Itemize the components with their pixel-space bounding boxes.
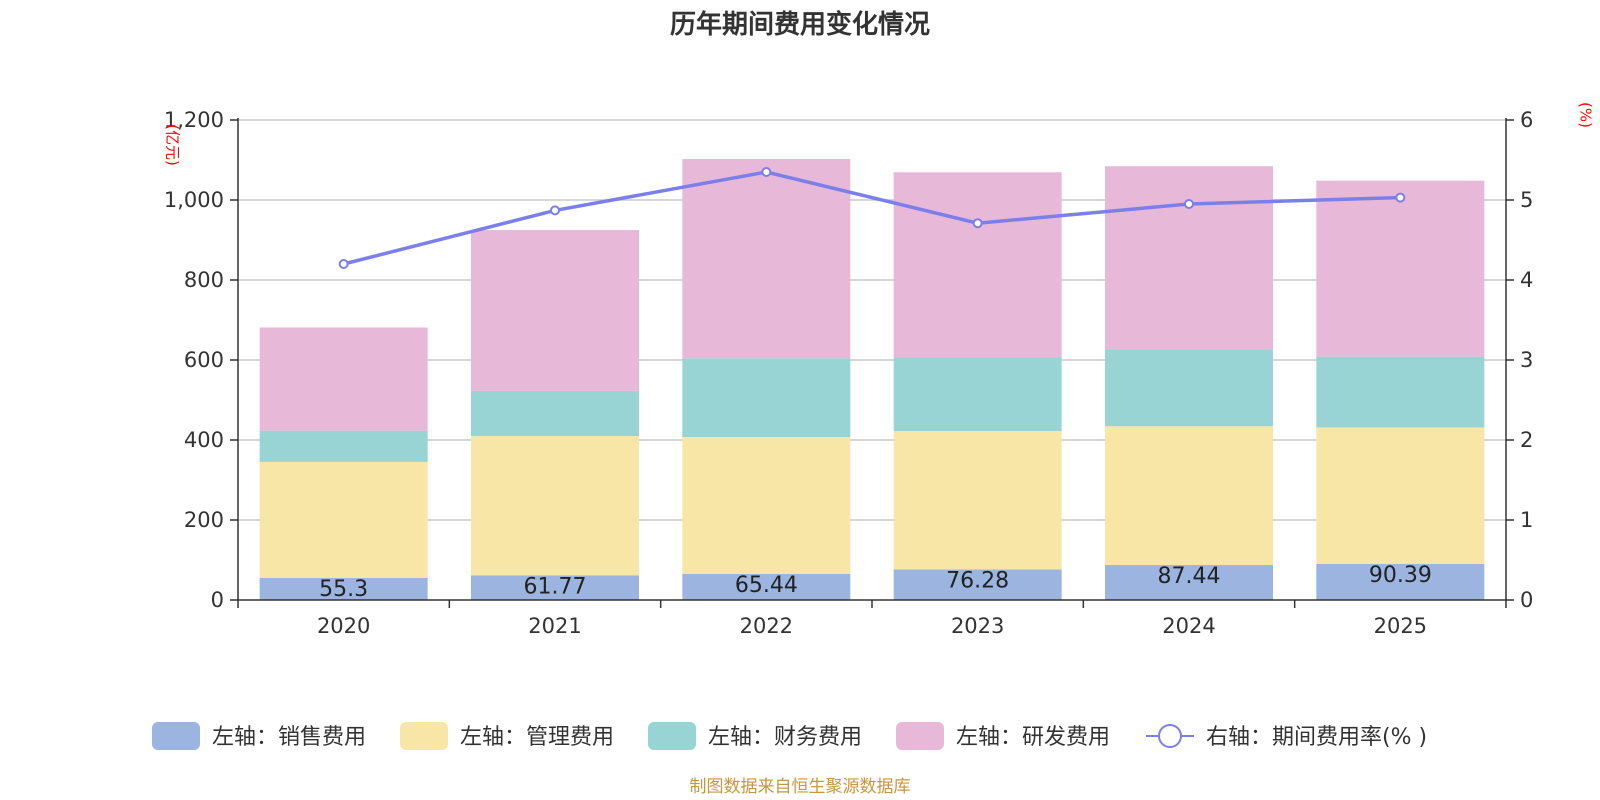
bar-segment-4 <box>682 159 851 359</box>
left-axis-unit: (亿元) <box>164 124 182 166</box>
x-axis-tick-label: 2021 <box>528 614 581 638</box>
grid-lines <box>238 119 1506 521</box>
legend-label-4: 左轴：研发费用 <box>956 725 1110 750</box>
bar-segment-4 <box>471 230 639 391</box>
x-axis-tick-label: 2025 <box>1374 614 1427 638</box>
bar-segment-1 <box>471 575 639 600</box>
rate-point <box>1395 192 1406 203</box>
right-axis-tick-label: 2 <box>1520 428 1533 452</box>
bar-segment-3 <box>682 358 851 438</box>
rate-line-series <box>338 167 1406 269</box>
legend-swatch-2 <box>400 722 448 750</box>
left-axis-tick-label: 600 <box>184 348 224 372</box>
x-axis-tick-label: 2020 <box>317 614 370 638</box>
legend-label-5: 右轴：期间费用率(% ) <box>1206 725 1427 750</box>
right-axis-tick-label: 6 <box>1520 108 1533 132</box>
bar-data-label: 65.44 <box>735 573 798 598</box>
legend-swatch-1 <box>152 722 200 750</box>
rate-point <box>338 259 349 269</box>
left-axis-tick-label: 1,200 <box>164 108 224 132</box>
bar-segment-2 <box>1105 426 1273 566</box>
bar-segment-4 <box>1105 166 1273 350</box>
left-axis-tick-label: 400 <box>184 428 224 452</box>
x-axis-tick-label: 2024 <box>1162 614 1215 638</box>
data-source-note: 制图数据来自恒生聚源数据库 <box>690 777 911 797</box>
bar-data-label: 61.77 <box>524 574 587 599</box>
bar-segment-2 <box>471 436 639 576</box>
right-axis-tick-label: 5 <box>1520 188 1533 212</box>
left-axis-tick-label: 200 <box>184 508 224 532</box>
bar-segment-1 <box>1316 563 1485 600</box>
bar-data-label: 87.44 <box>1158 564 1221 589</box>
bar-segment-4 <box>259 327 428 431</box>
right-axis-tick-label: 4 <box>1520 268 1533 292</box>
rate-point <box>550 205 560 216</box>
legend-label-3: 左轴：财务费用 <box>708 725 862 750</box>
rate-point <box>761 167 772 177</box>
legend-swatch-3 <box>648 722 696 750</box>
bar-segment-2 <box>259 461 428 578</box>
bar-segment-3 <box>1105 349 1273 427</box>
x-axis-tick-label: 2023 <box>951 614 1004 638</box>
bar-segment-3 <box>1316 356 1485 428</box>
bar-series <box>259 159 1485 600</box>
left-axis-tick-label: 0 <box>211 588 224 612</box>
left-axis-tick-label: 800 <box>184 268 224 292</box>
bar-data-label: 76.28 <box>946 568 1009 593</box>
bar-data-label: 90.39 <box>1369 563 1432 588</box>
bar-segment-1 <box>682 573 851 600</box>
bar-segment-1 <box>259 577 428 600</box>
legend-swatch-4 <box>896 722 944 750</box>
right-axis-unit: (%) <box>1577 102 1595 128</box>
rate-point <box>972 218 983 229</box>
bar-data-label: 55.3 <box>319 577 368 602</box>
bar-segment-4 <box>893 172 1062 358</box>
chart-title: 历年期间费用变化情况 <box>670 9 930 40</box>
legend-label-2: 左轴：管理费用 <box>460 725 614 750</box>
bar-segment-4 <box>1316 180 1485 357</box>
legend-label-1: 左轴：销售费用 <box>212 725 366 750</box>
bar-segment-3 <box>893 357 1062 432</box>
bar-segment-3 <box>259 430 428 462</box>
bar-segment-2 <box>1316 427 1485 564</box>
right-axis-tick-label: 1 <box>1520 508 1533 532</box>
legend: 左轴：销售费用 左轴：管理费用 左轴：财务费用 左轴：研发费用 右轴：期间费用率(% ) <box>152 722 1427 750</box>
legend-line-marker <box>1158 724 1182 748</box>
rate-line <box>343 170 1401 266</box>
bar-segment-2 <box>893 431 1062 570</box>
x-axis-tick-label: 2022 <box>740 614 793 638</box>
rate-point <box>1184 199 1194 209</box>
right-axis-tick-label: 0 <box>1520 588 1533 612</box>
bar-segment-1 <box>893 569 1062 600</box>
data-labels: 55.3 61.77 65.44 76.28 87.44 90.39 <box>319 563 1432 602</box>
axes: 0 200 400 600 800 1,000 1,200 0 1 2 3 4 5 6 2020 2021 20… <box>164 108 1534 638</box>
bar-segment-2 <box>682 437 851 574</box>
bar-segment-1 <box>1105 565 1273 600</box>
right-axis-tick-label: 3 <box>1520 348 1533 372</box>
bar-segment-3 <box>471 390 639 437</box>
left-axis-tick-label: 1,000 <box>164 188 224 212</box>
